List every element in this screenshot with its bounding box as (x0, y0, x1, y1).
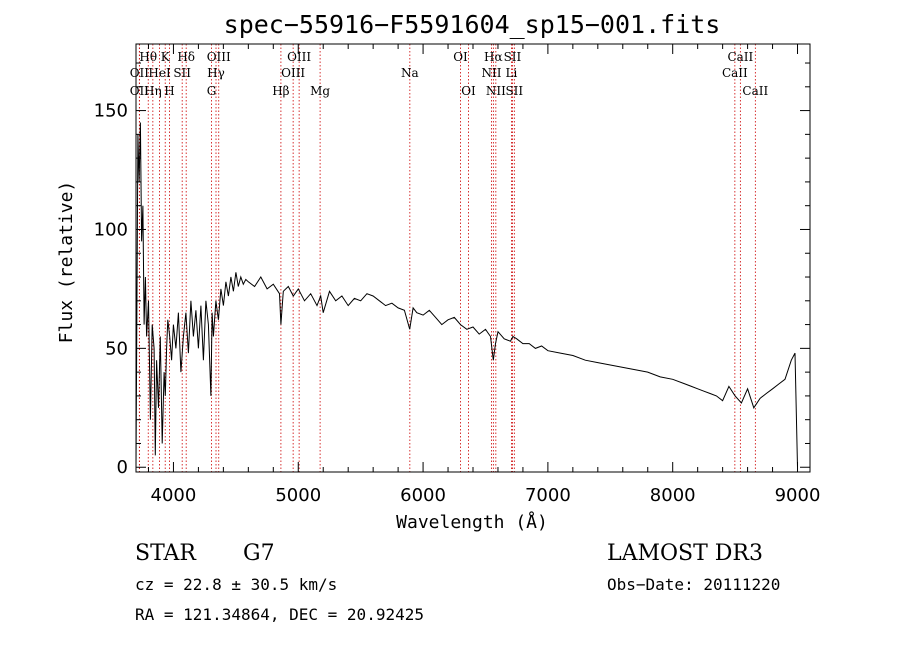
y-tick-label: 50 (105, 338, 128, 359)
spectral-line-label: Hδ (177, 50, 195, 64)
spectral-line-label: OIII (281, 66, 305, 80)
y-tick-label: 100 (94, 219, 128, 240)
x-tick-label: 9000 (775, 485, 821, 506)
spectral-line-label: HeI (148, 66, 171, 80)
spectral-line-label: Hη (144, 84, 162, 98)
plot-frame (135, 43, 811, 473)
spectral-line-label: H (164, 84, 174, 98)
object-subclass: G7 (243, 541, 275, 566)
spectral-line-label: NII (486, 84, 506, 98)
spectral-line-label: Li (506, 66, 518, 80)
spectral-line-labels: OII OII Hθ Hη HeI K H SII Hδ OIII Hγ G Hβ OIII OIII Mg N… (130, 50, 769, 98)
survey-name: LAMOST DR3 (607, 541, 763, 566)
axis-ticks: 4000 5000 6000 7000 8000 9000 0 50 100 150 (94, 44, 821, 506)
x-tick-label: 4000 (151, 485, 197, 506)
spectral-line-label: CaII (722, 66, 748, 80)
spectral-line-label: Na (401, 66, 419, 80)
spectral-line-label: OII (130, 84, 150, 98)
spectral-line-label: Hθ (139, 50, 157, 64)
spectrum-line (135, 122, 798, 468)
spectral-line-markers (138, 44, 756, 472)
x-tick-label: 6000 (400, 485, 446, 506)
spectral-line-label: CaII (727, 50, 753, 64)
x-tick-label: 8000 (650, 485, 696, 506)
y-tick-label: 0 (117, 457, 128, 478)
object-class: STAR (135, 541, 197, 566)
x-tick-label: 5000 (275, 485, 321, 506)
spectral-line-label: OI (461, 84, 476, 98)
spectral-line-label: K (161, 50, 171, 64)
spectral-line-label: SII (505, 84, 523, 98)
coordinates: RA = 121.34864, DEC = 20.92425 (135, 605, 424, 624)
chart-title: spec−55916−F5591604_sp15−001.fits (224, 10, 721, 39)
spectral-line-label: CaII (742, 84, 768, 98)
spectral-line-label: OI (453, 50, 468, 64)
spectral-line-label: G (207, 84, 217, 98)
y-tick-label: 150 (94, 101, 128, 122)
x-axis-label: Wavelength (Å) (396, 511, 548, 533)
spectral-line-label: OIII (287, 50, 311, 64)
spectral-line-label: Mg (310, 84, 330, 98)
spectral-line-label: Hγ (207, 66, 225, 80)
spectral-line-label: NII (481, 66, 501, 80)
spectral-line-label: OII (130, 66, 150, 80)
redshift-value: cz = 22.8 ± 30.5 km/s (135, 575, 337, 594)
spectral-line-label: Hβ (272, 84, 289, 98)
spectral-line-label: SII (504, 50, 522, 64)
y-axis-label: Flux (relative) (56, 181, 77, 344)
spectral-line-label: OIII (207, 50, 231, 64)
spectral-line-label: Hα (484, 50, 503, 64)
observation-date: Obs−Date: 20111220 (607, 575, 780, 594)
x-tick-label: 7000 (525, 485, 571, 506)
spectral-line-label: SII (173, 66, 191, 80)
